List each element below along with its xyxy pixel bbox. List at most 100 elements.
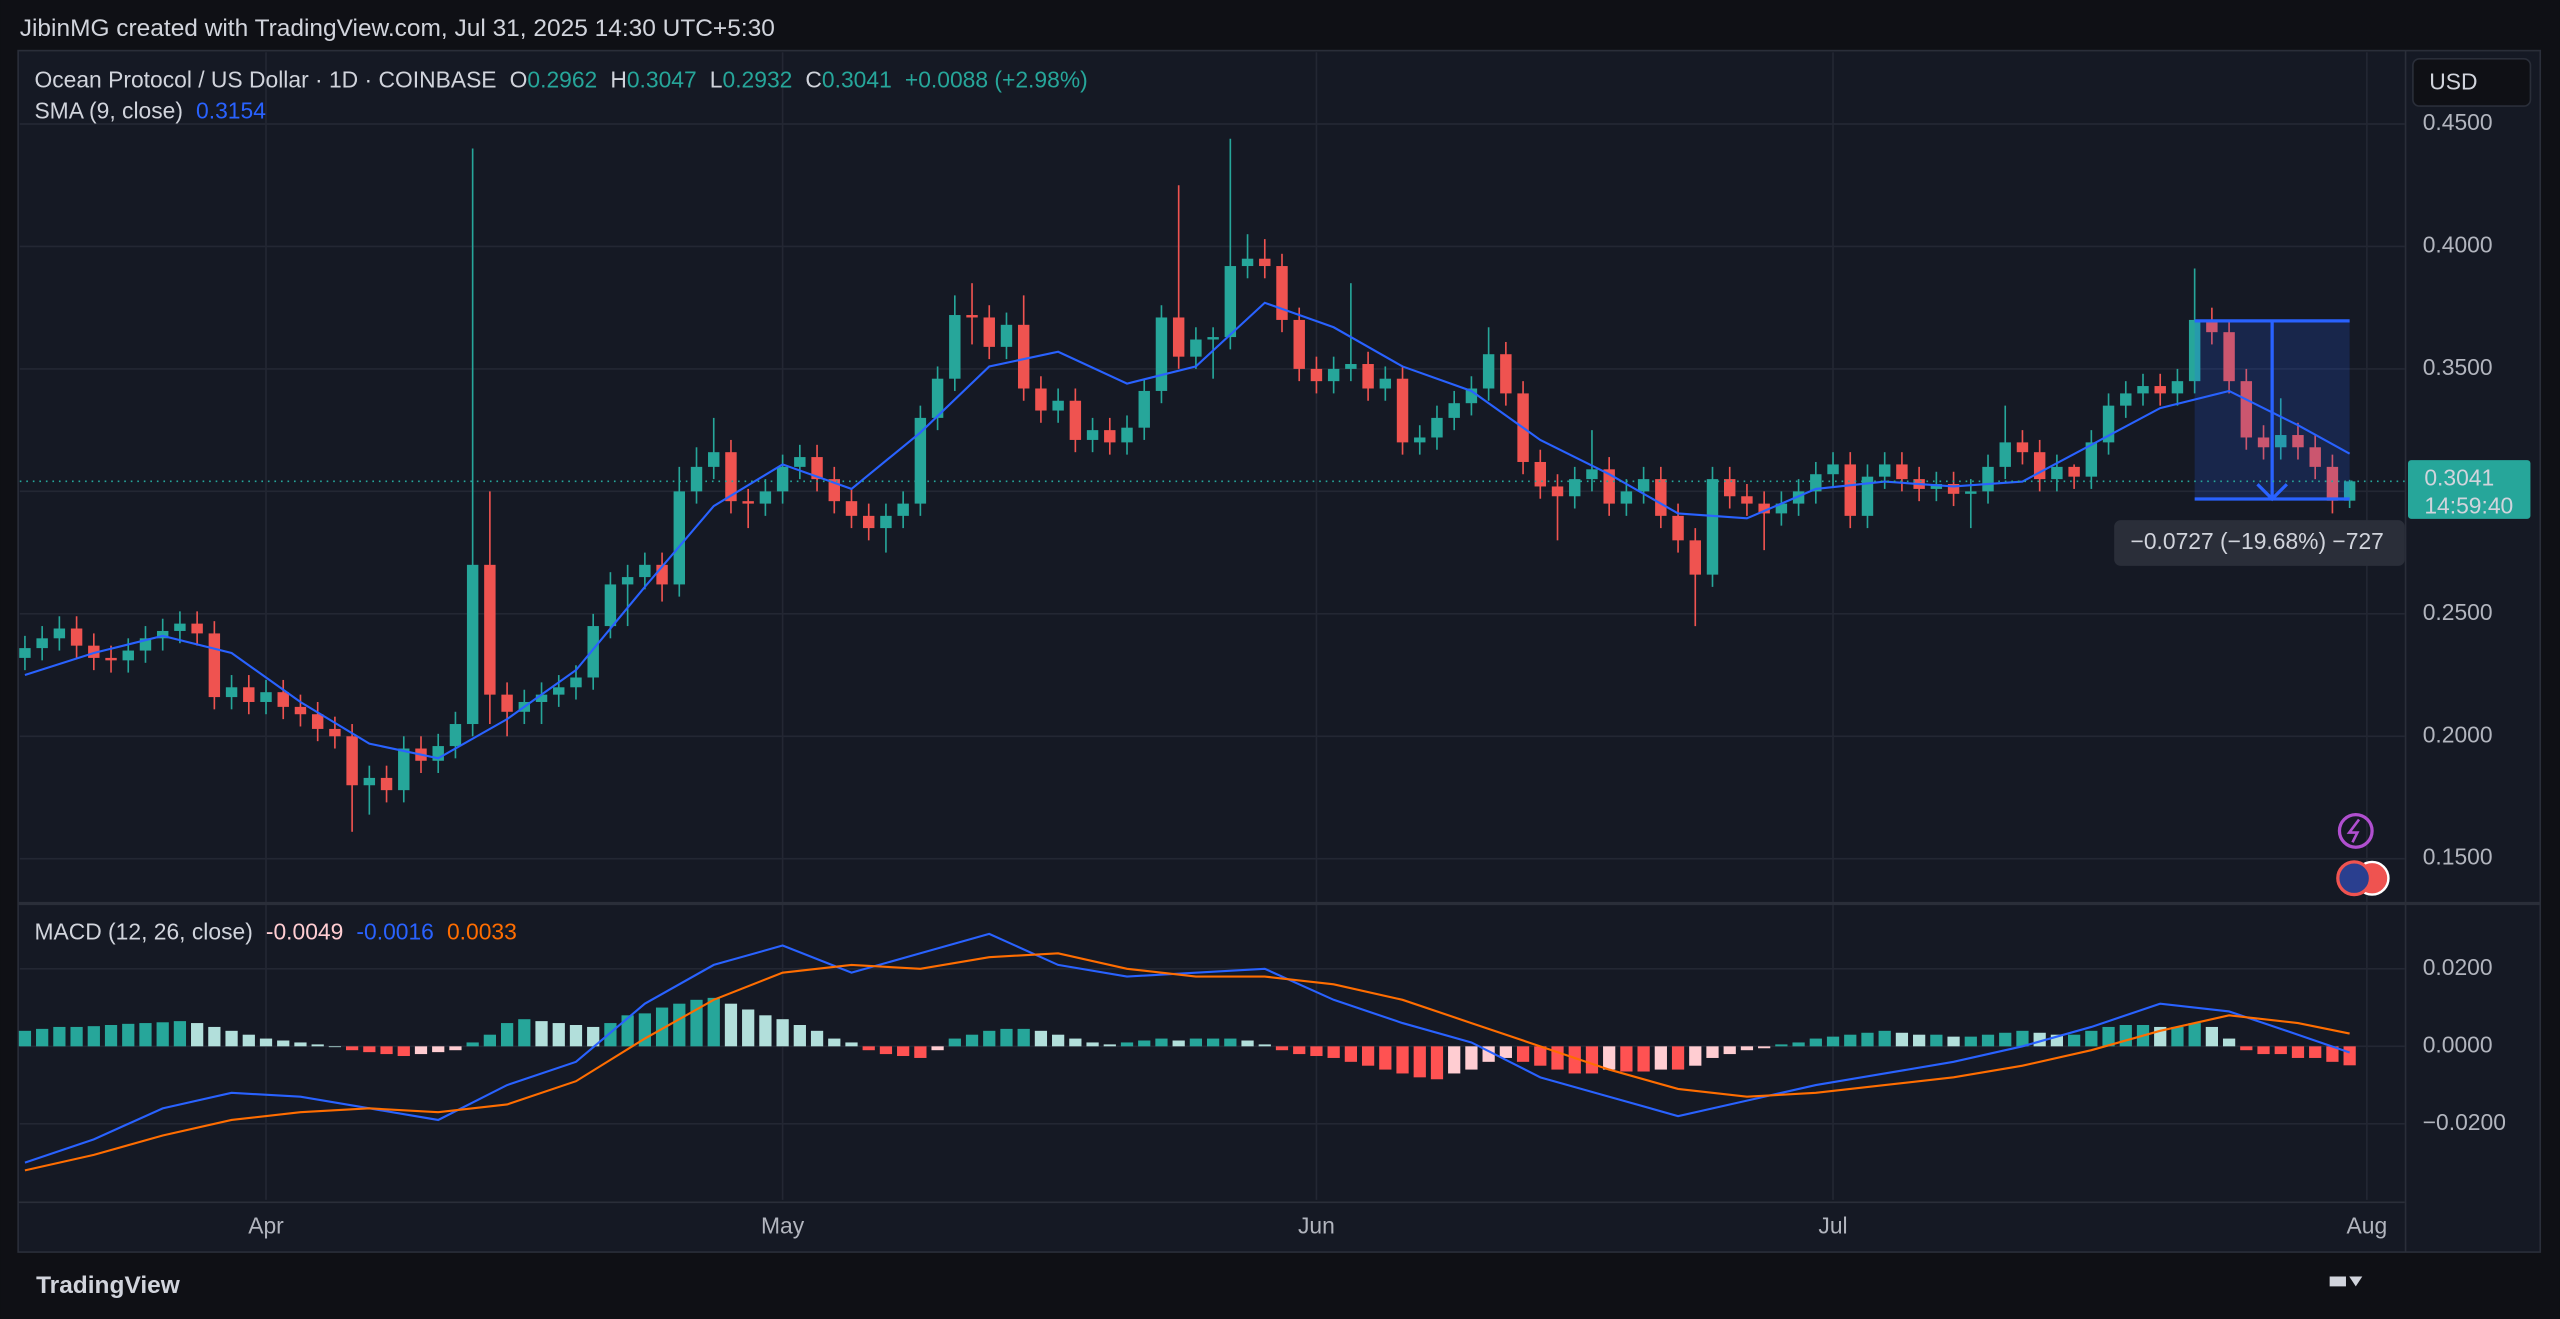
candle-body (1276, 266, 1288, 320)
macd-name: MACD (12, 26, close) (34, 919, 252, 945)
histogram-bar (776, 1019, 789, 1047)
y-tick-label: 0.0000 (2423, 1031, 2493, 1057)
candle-body (1706, 479, 1719, 575)
candle-body (897, 503, 909, 516)
candle-body (1052, 400, 1064, 411)
sma-legend: SMA (9, close) 0.3154 (34, 98, 266, 124)
histogram-bar (2343, 1046, 2356, 1066)
candle-body (260, 692, 272, 702)
candle-body (759, 491, 772, 504)
sma-name: SMA (9, close) (34, 98, 183, 124)
histogram-bar (742, 1009, 755, 1047)
histogram-bar (1086, 1042, 1099, 1047)
candle-body (501, 694, 513, 712)
histogram-bar (449, 1046, 462, 1051)
candle-body (656, 564, 668, 585)
candle-body (1603, 469, 1615, 504)
histogram-bar (518, 1019, 531, 1047)
histogram-bar (432, 1046, 445, 1053)
candle-body (1827, 464, 1839, 475)
candle-body (949, 315, 961, 379)
candle-body (1121, 427, 1133, 443)
candle-body (983, 317, 995, 347)
histogram-bar (673, 1003, 686, 1047)
candle-body (2102, 405, 2115, 443)
candle-body (36, 638, 48, 649)
histogram-bar (1603, 1046, 1616, 1070)
histogram-bar (1241, 1040, 1254, 1047)
histogram-bar (53, 1026, 66, 1047)
candle-body (1259, 258, 1271, 267)
histogram-bar (862, 1046, 875, 1051)
header: JibinMG created with TradingView.com, Ju… (20, 15, 775, 42)
histogram-bar (828, 1038, 841, 1047)
candle-body (1190, 339, 1202, 357)
candle-body (828, 479, 840, 502)
histogram-bar (380, 1046, 393, 1055)
histogram-bar (1826, 1036, 1840, 1047)
histogram-bar (1775, 1044, 1788, 1047)
candle-body (122, 650, 134, 661)
legend-close: 0.3041 (822, 67, 892, 93)
candle-body (1965, 491, 1977, 494)
histogram-bar (1620, 1046, 1633, 1072)
histogram-bar (1895, 1032, 1909, 1047)
candle-body (2206, 319, 2218, 333)
histogram-bar (1740, 1046, 1754, 1051)
marks (18, 138, 2405, 1172)
candle-body (1551, 486, 1564, 497)
candle-body (329, 728, 341, 737)
candle-body (1362, 364, 1374, 389)
histogram-bar (36, 1028, 49, 1047)
candle-body (1792, 491, 1805, 504)
histogram-bar (2240, 1046, 2253, 1051)
measure-label-box (2114, 520, 2405, 566)
histogram-bar (208, 1026, 221, 1047)
flag-icon[interactable] (2336, 860, 2373, 897)
candle-body (2016, 442, 2029, 453)
histogram-bar (2326, 1046, 2339, 1062)
candle-body (1861, 476, 1874, 516)
currency-label[interactable]: USD (2429, 68, 2477, 94)
candle-body (105, 657, 117, 661)
histogram-bar (1964, 1036, 1977, 1047)
measure-arrow (2256, 320, 2288, 502)
candle-body (845, 501, 858, 516)
histogram-bar (104, 1025, 118, 1047)
legend-key: C (805, 67, 822, 93)
histogram-bar (2119, 1025, 2132, 1047)
candle-body (553, 687, 565, 695)
candle-body (2085, 442, 2098, 477)
candle-body (1017, 324, 1030, 389)
histogram-bar (914, 1046, 927, 1058)
candle-body (708, 452, 720, 467)
currency-button[interactable] (2412, 57, 2532, 107)
histogram-bar (1809, 1038, 1822, 1047)
candle-body (1138, 390, 1150, 428)
candle-body (1431, 417, 1443, 438)
candle-body (1414, 437, 1426, 443)
candle-body (2120, 393, 2132, 406)
candle-body (1637, 479, 1650, 492)
candle-body (1586, 469, 1598, 480)
candle-body (156, 630, 169, 639)
histogram-bar (2188, 1023, 2201, 1047)
candle-body (70, 628, 83, 646)
candle-body (1086, 430, 1099, 440)
candle-body (243, 687, 255, 702)
histogram-bar (122, 1023, 135, 1047)
candle-body (1655, 479, 1667, 516)
candle-body (191, 623, 203, 634)
histogram-bar (707, 997, 720, 1047)
histogram-bar (1327, 1046, 1340, 1058)
candle-body (1534, 461, 1547, 487)
candle-body (484, 564, 496, 695)
event-icon[interactable] (2337, 812, 2374, 849)
histogram-bar (604, 1023, 617, 1047)
candle-body (1500, 354, 1512, 394)
histogram-bar (311, 1044, 324, 1047)
chart-panel (17, 49, 2542, 1253)
price-tag-value: 0.3041 (2424, 465, 2494, 491)
histogram-bar (1844, 1034, 1857, 1047)
